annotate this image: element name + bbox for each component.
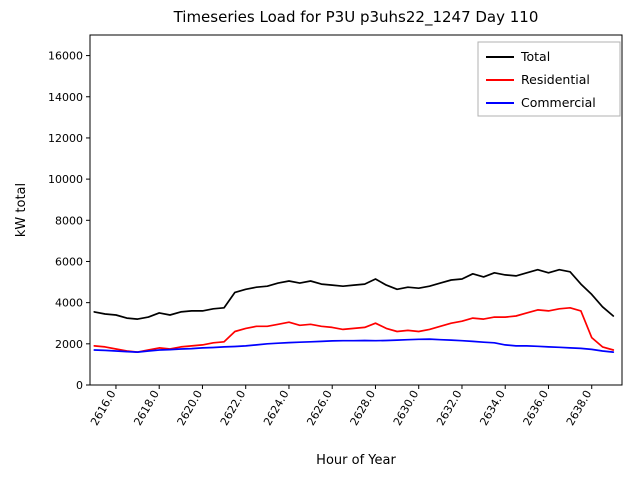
y-tick-label: 4000: [55, 297, 83, 310]
legend-label-commercial: Commercial: [521, 95, 596, 110]
series-line-commercial: [93, 338, 615, 353]
x-tick-label: 2622.0: [218, 388, 249, 428]
y-tick-label: 16000: [48, 50, 83, 63]
y-tick-label: 10000: [48, 173, 83, 186]
x-tick-label: 2636.0: [521, 388, 552, 428]
x-tick-label: 2616.0: [88, 388, 119, 428]
y-tick-label: 8000: [55, 214, 83, 227]
x-tick-label: 2628.0: [348, 388, 379, 428]
legend-label-residential: Residential: [521, 72, 590, 87]
x-tick-label: 2638.0: [564, 388, 595, 428]
x-tick-label: 2626.0: [304, 388, 335, 428]
x-tick-label: 2632.0: [434, 388, 465, 428]
x-axis-label: Hour of Year: [316, 453, 396, 468]
y-tick-label: 14000: [48, 91, 83, 104]
x-tick-label: 2620.0: [175, 388, 206, 428]
series-line-total: [93, 268, 615, 320]
y-axis-label: kW total: [14, 183, 29, 237]
x-tick-label: 2624.0: [261, 388, 292, 428]
x-tick-label: 2634.0: [477, 388, 508, 428]
y-tick-label: 0: [76, 379, 83, 392]
chart-title: Timeseries Load for P3U p3uhs22_1247 Day…: [173, 8, 539, 27]
y-tick-label: 2000: [55, 338, 83, 351]
series-line-residential: [93, 306, 615, 353]
data-lines: [93, 268, 615, 353]
y-tick-label: 12000: [48, 132, 83, 145]
y-tick-label: 6000: [55, 255, 83, 268]
legend-label-total: Total: [520, 49, 550, 64]
x-tick-label: 2630.0: [391, 388, 422, 428]
legend: Total Residential Commercial: [477, 41, 621, 117]
x-tick-label: 2618.0: [131, 388, 162, 428]
